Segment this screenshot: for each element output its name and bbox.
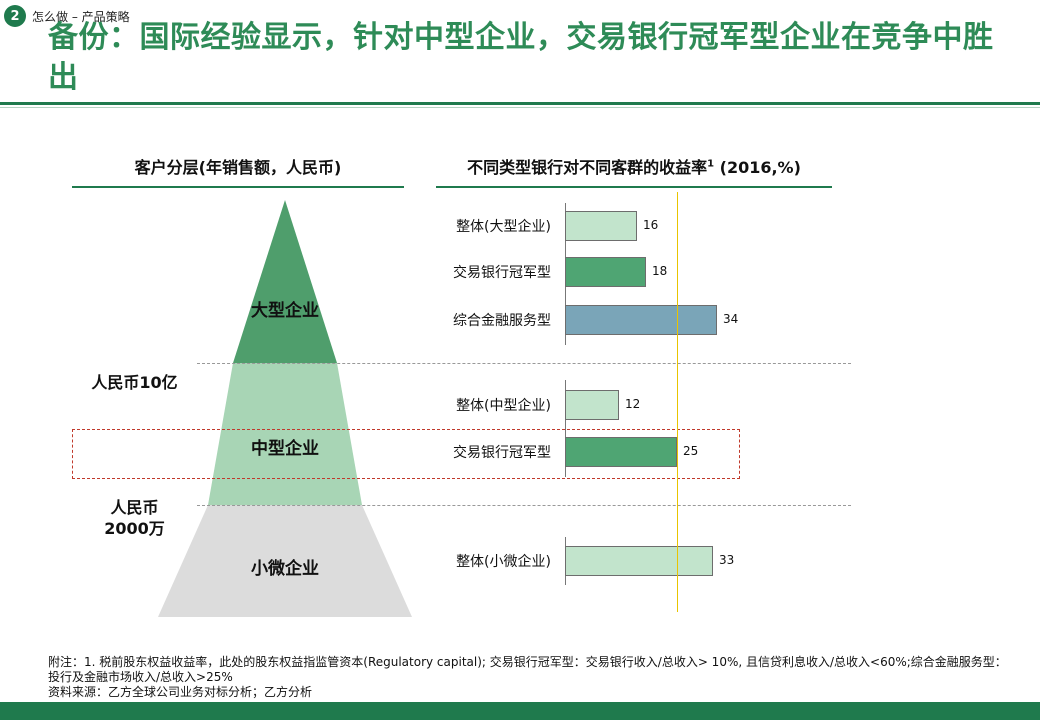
bar <box>565 211 637 241</box>
bar-value-label: 25 <box>683 444 699 458</box>
footnote-text: 附注：1. 税前股东权益收益率，此处的股东权益指监管资本(Regulatory … <box>48 655 1007 684</box>
threshold-label-20m-line2: 2000万 <box>104 519 165 538</box>
bar <box>565 437 677 467</box>
highlight-box-midsize-champion <box>72 429 740 479</box>
bar-category-label: 综合金融服务型 <box>453 313 551 329</box>
bar-category-label: 整体(小微企业) <box>456 554 551 570</box>
bar-category-label: 整体(中型企业) <box>456 398 551 414</box>
page-title: 备份：国际经验显示，针对中型企业，交易银行冠军型企业在竞争中胜出 <box>48 20 994 95</box>
right-panel-heading-suffix: (2016,%) <box>714 158 801 177</box>
bar-group-axis <box>565 380 566 477</box>
breadcrumb: 怎么做 – 产品策略 <box>32 10 130 24</box>
bar-value-label: 12 <box>625 397 641 411</box>
source-text: 资料来源：乙方全球公司业务对标分析；乙方分析 <box>48 685 313 699</box>
bar-value-label: 33 <box>719 553 735 567</box>
right-panel-heading-rule <box>436 186 832 188</box>
bar-category-label: 交易银行冠军型 <box>453 265 551 281</box>
bar <box>565 305 717 335</box>
bar-value-label: 16 <box>643 218 659 232</box>
threshold-label-20m: 人民币 2000万 <box>72 497 197 539</box>
bar <box>565 546 713 576</box>
bar-category-label: 整体(大型企业) <box>456 219 551 235</box>
tier-label-medium: 中型企业 <box>251 439 319 459</box>
right-panel-heading-footnote-marker: 1 <box>707 158 715 170</box>
segment-separator-1 <box>197 363 851 364</box>
right-panel-heading: 不同类型银行对不同客群的收益率1 (2016,%) <box>436 154 832 178</box>
threshold-label-20m-line1: 人民币 <box>110 498 159 517</box>
bar <box>565 257 646 287</box>
bar-category-label: 交易银行冠军型 <box>453 445 551 461</box>
title-divider-secondary <box>0 107 1040 108</box>
reference-line <box>677 192 678 612</box>
bar-value-label: 34 <box>723 312 739 326</box>
bar <box>565 390 619 420</box>
section-number-badge: 2 <box>4 5 26 27</box>
right-panel-heading-text: 不同类型银行对不同客群的收益率 <box>467 158 708 177</box>
bar-value-label: 18 <box>652 264 668 278</box>
left-panel-heading: 客户分层(年销售额，人民币) <box>134 158 342 177</box>
tier-label-small: 小微企业 <box>251 559 319 579</box>
bottom-brand-band <box>0 702 1040 720</box>
title-divider <box>0 102 1040 105</box>
tier-label-large: 大型企业 <box>251 301 319 321</box>
left-panel-heading-rule <box>72 186 404 188</box>
threshold-label-1bn: 人民币10亿 <box>91 373 178 392</box>
footnote-block: 附注：1. 税前股东权益收益率，此处的股东权益指监管资本(Regulatory … <box>48 655 1018 700</box>
segment-separator-2 <box>197 505 851 506</box>
